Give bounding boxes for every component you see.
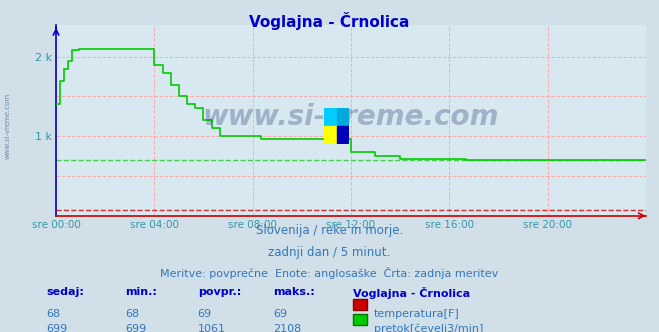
Bar — [337, 108, 349, 126]
Text: 699: 699 — [125, 324, 146, 332]
Text: povpr.:: povpr.: — [198, 287, 241, 297]
Text: min.:: min.: — [125, 287, 157, 297]
Text: pretok[čevelj3/min]: pretok[čevelj3/min] — [374, 324, 483, 332]
Text: 68: 68 — [125, 309, 139, 319]
Text: 1061: 1061 — [198, 324, 225, 332]
Text: www.si-vreme.com: www.si-vreme.com — [5, 93, 11, 159]
Text: www.si-vreme.com: www.si-vreme.com — [203, 103, 499, 130]
Text: zadnji dan / 5 minut.: zadnji dan / 5 minut. — [268, 246, 391, 259]
Text: 2108: 2108 — [273, 324, 302, 332]
Text: sedaj:: sedaj: — [46, 287, 84, 297]
Text: 68: 68 — [46, 309, 60, 319]
Text: temperatura[F]: temperatura[F] — [374, 309, 459, 319]
Text: maks.:: maks.: — [273, 287, 315, 297]
Text: 69: 69 — [273, 309, 287, 319]
Text: 699: 699 — [46, 324, 67, 332]
Text: Meritve: povprečne  Enote: anglosaške  Črta: zadnja meritev: Meritve: povprečne Enote: anglosaške Črt… — [160, 267, 499, 279]
Text: Slovenija / reke in morje.: Slovenija / reke in morje. — [256, 224, 403, 237]
Bar — [324, 108, 337, 126]
Text: Voglajna - Črnolica: Voglajna - Črnolica — [353, 287, 470, 299]
Bar — [337, 126, 349, 144]
Text: Voglajna - Črnolica: Voglajna - Črnolica — [249, 12, 410, 30]
Bar — [324, 126, 337, 144]
Text: 69: 69 — [198, 309, 212, 319]
